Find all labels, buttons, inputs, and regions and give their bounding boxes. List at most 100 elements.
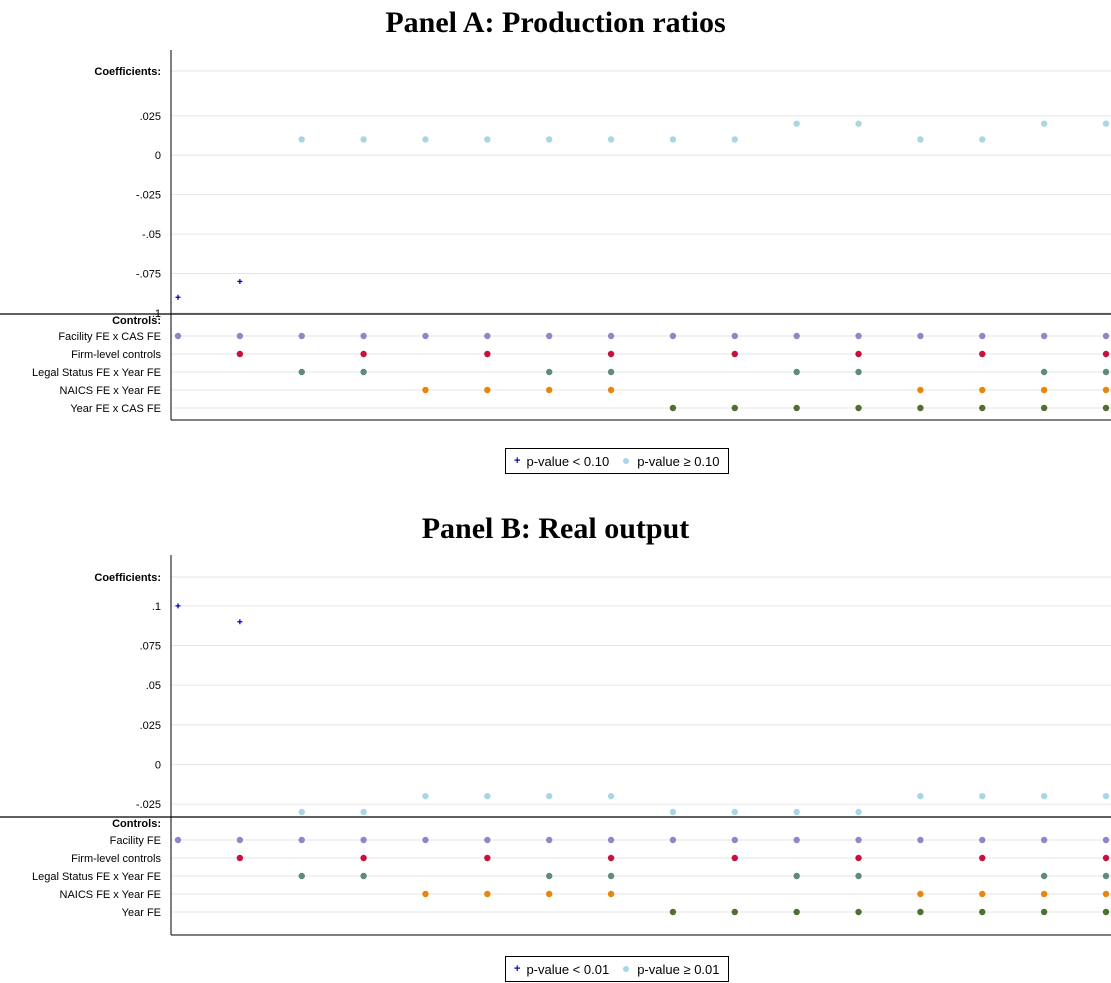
control-dot-firm: [855, 854, 862, 862]
y-tick-label: -.025: [136, 799, 161, 811]
control-dot-naics: [1102, 386, 1110, 394]
control-dot-naics: [607, 890, 615, 898]
control-dot-year: [669, 908, 677, 916]
control-label: NAICS FE x Year FE: [60, 385, 161, 397]
control-dot-naics: [1040, 890, 1048, 898]
control-dot-firm: [1102, 350, 1110, 358]
legend-item-insig: p-value ≥ 0.10: [623, 454, 720, 469]
control-dot-year: [917, 908, 924, 916]
control-dot-facility: [793, 836, 800, 844]
control-dot-legal: [855, 368, 862, 376]
control-label: Firm-level controls: [71, 349, 161, 361]
control-dot-legal: [546, 872, 553, 880]
coef-point-insig: [979, 792, 986, 800]
legend-item-sig: + p-value < 0.10: [514, 454, 609, 469]
coef-point-insig: [1102, 120, 1110, 127]
control-dot-facility: [917, 332, 924, 340]
coef-point-insig: [669, 808, 677, 816]
coef-point-insig: [546, 792, 553, 800]
coef-header: Coefficients:: [94, 572, 161, 584]
panel-b-chart: Coefficients: .1 .075 .05 .025 0 -.025 Controls…: [0, 555, 1111, 936]
control-dot-year: [1040, 404, 1048, 412]
control-dot-facility: [1040, 332, 1048, 340]
y-tick-label: 0: [155, 759, 161, 771]
control-dot-year: [793, 404, 800, 412]
control-dot-legal: [360, 872, 367, 880]
y-tick-label: .05: [146, 680, 161, 692]
coef-point-sig: [175, 294, 181, 300]
control-dot-facility: [979, 836, 986, 844]
control-dot-facility: [1102, 836, 1110, 844]
legend-label-sig: p-value < 0.10: [526, 453, 610, 469]
control-dot-year: [917, 404, 924, 412]
control-dot-facility: [546, 836, 553, 844]
control-dot-naics: [917, 386, 924, 394]
control-dot-facility: [546, 332, 553, 340]
control-dot-legal: [793, 872, 800, 880]
control-dot-year: [1040, 908, 1048, 916]
control-dot-firm: [979, 854, 986, 862]
control-dot-naics: [917, 890, 924, 898]
control-dot-naics: [422, 386, 429, 394]
legend-item-insig: p-value ≥ 0.01: [623, 961, 720, 977]
control-dot-naics: [607, 386, 615, 394]
coef-point-insig: [917, 792, 924, 800]
control-dot-year: [1102, 404, 1110, 412]
control-dot-facility: [793, 332, 800, 340]
control-dot-firm: [1102, 854, 1110, 862]
coef-point-insig: [298, 136, 305, 143]
control-dot-facility: [236, 836, 244, 844]
controls-header: Controls:: [112, 315, 161, 327]
control-dot-legal: [1102, 872, 1110, 880]
control-dot-legal: [1040, 368, 1048, 376]
control-dot-facility: [360, 332, 367, 340]
control-dot-naics: [546, 890, 553, 898]
legend-label-insig: p-value ≥ 0.01: [637, 961, 720, 977]
y-tick-label: 0: [155, 150, 161, 162]
control-dot-facility: [855, 836, 862, 844]
coef-point-insig: [484, 136, 491, 143]
coef-point-insig: [1102, 792, 1110, 800]
coef-point-insig: [731, 136, 739, 143]
control-label: Legal Status FE x Year FE: [32, 871, 161, 883]
control-dot-year: [669, 404, 677, 412]
control-dot-year: [731, 908, 739, 916]
control-dot-facility: [917, 836, 924, 844]
y-tick-label: -.075: [136, 269, 161, 281]
control-label: Year FE: [122, 907, 161, 919]
coef-point-insig: [1040, 792, 1048, 800]
coef-point-insig: [607, 792, 615, 800]
coef-point-insig: [731, 808, 739, 816]
control-dot-legal: [360, 368, 367, 376]
control-dot-year: [979, 404, 986, 412]
control-dot-facility: [236, 332, 244, 340]
control-dot-facility: [174, 332, 182, 340]
control-dot-legal: [298, 872, 305, 880]
coef-point-sig: [237, 278, 243, 284]
control-dot-legal: [1102, 368, 1110, 376]
coef-point-insig: [855, 120, 862, 127]
control-dot-naics: [1040, 386, 1048, 394]
panel-a-chart: Coefficients:.0250-.025-.05-.075-.1Contr…: [0, 50, 1111, 421]
control-dot-facility: [298, 332, 305, 340]
control-dot-facility: [731, 836, 739, 844]
y-tick-label: -.025: [136, 190, 161, 202]
control-dot-facility: [855, 332, 862, 340]
control-dot-facility: [360, 836, 367, 844]
control-dot-firm: [236, 350, 244, 358]
coef-point-insig: [1040, 120, 1048, 127]
coef-point-insig: [422, 136, 429, 143]
control-dot-facility: [422, 332, 429, 340]
control-dot-legal: [607, 872, 615, 880]
control-dot-year: [731, 404, 739, 412]
control-dot-legal: [1040, 872, 1048, 880]
coef-point-insig: [855, 808, 862, 816]
control-dot-facility: [422, 836, 429, 844]
control-dot-facility: [1102, 332, 1110, 340]
control-dot-facility: [607, 332, 615, 340]
control-label: Legal Status FE x Year FE: [32, 367, 161, 379]
coef-point-sig: [175, 603, 181, 609]
control-dot-firm: [236, 854, 244, 862]
control-dot-firm: [360, 854, 367, 862]
control-dot-year: [1102, 908, 1110, 916]
